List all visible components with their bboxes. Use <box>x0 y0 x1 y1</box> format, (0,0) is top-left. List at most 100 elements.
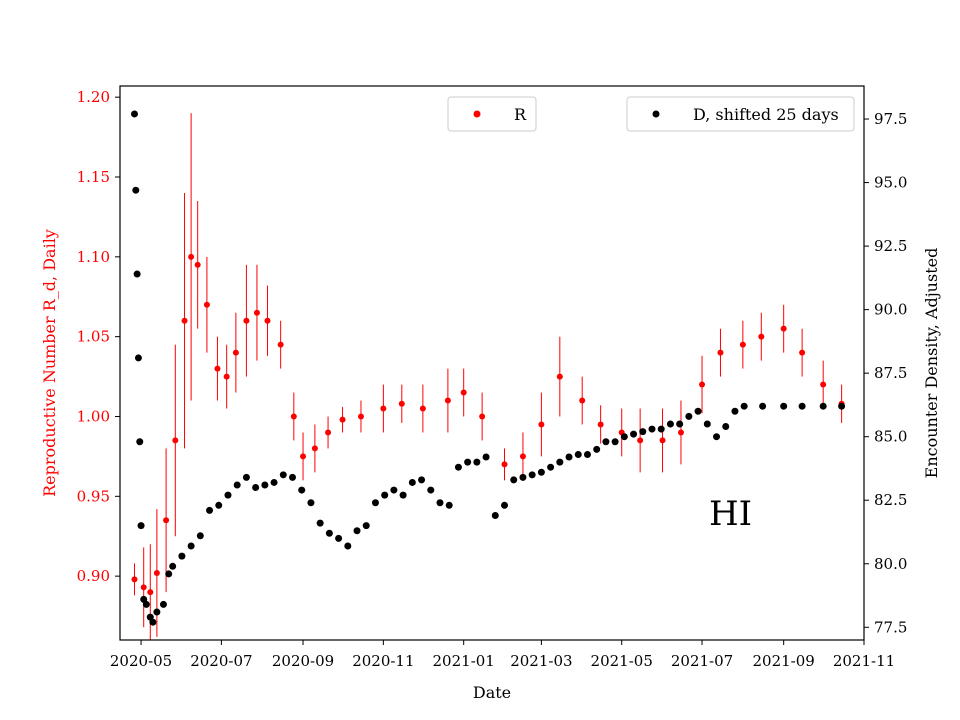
r-series-marks <box>131 113 845 640</box>
d-point <box>325 529 333 537</box>
d-point <box>657 425 665 433</box>
r-point <box>739 341 746 348</box>
r-point <box>223 373 230 380</box>
d-point <box>473 458 481 466</box>
d-point <box>149 618 157 626</box>
legend-d-marker <box>652 110 660 118</box>
left-y-axis: 0.90 0.95 1.00 1.05 1.10 1.15 1.20 <box>77 88 120 585</box>
r-point <box>290 413 297 420</box>
d-point <box>307 499 315 507</box>
plot-frame <box>119 85 865 641</box>
d-point <box>371 499 379 507</box>
r-point <box>232 349 239 356</box>
d-point <box>685 412 693 420</box>
x-tick-label: 2020-05 <box>110 652 172 670</box>
d-point <box>703 420 711 428</box>
x-axis-title: Date <box>473 683 511 702</box>
d-point <box>694 407 702 415</box>
d-point <box>482 453 490 461</box>
r-point <box>181 317 188 324</box>
left-y-tick-label: 1.05 <box>77 328 110 346</box>
r-point <box>659 437 666 444</box>
r-point <box>444 397 451 404</box>
r-point <box>311 445 318 452</box>
r-point <box>419 405 426 412</box>
d-point <box>344 542 352 550</box>
x-tick-label: 2021-03 <box>510 652 572 670</box>
d-point <box>838 402 846 410</box>
right-y-axis-title: Encounter Density, Adjusted <box>922 248 941 479</box>
d-series-marks <box>130 110 846 626</box>
d-point <box>537 468 545 476</box>
r-point <box>203 301 210 308</box>
d-point <box>335 534 343 542</box>
right-y-tick-label: 85.0 <box>874 428 907 446</box>
d-point <box>819 402 827 410</box>
left-y-axis-title: Reproductive Number R_d, Daily <box>40 229 59 497</box>
right-y-tick-label: 90.0 <box>874 301 907 319</box>
x-axis: 2020-05 2020-07 2020-09 2020-11 2021-01 2021-… <box>110 640 895 670</box>
d-point <box>418 476 426 484</box>
d-point <box>133 270 141 278</box>
r-point <box>131 576 138 583</box>
d-point <box>279 471 287 479</box>
r-point <box>717 349 724 356</box>
d-point <box>454 463 462 471</box>
d-point <box>798 402 806 410</box>
r-point <box>188 253 195 260</box>
r-point <box>460 389 467 396</box>
d-point <box>159 600 167 608</box>
d-point <box>445 501 453 509</box>
right-y-tick-label: 97.5 <box>874 110 907 128</box>
d-point <box>666 420 674 428</box>
d-point <box>316 519 324 527</box>
r-point <box>380 405 387 412</box>
r-point <box>519 453 526 460</box>
r-point <box>637 437 644 444</box>
r-point <box>140 584 147 591</box>
x-tick-label: 2021-07 <box>671 652 733 670</box>
r-point <box>339 416 346 423</box>
r-point <box>300 453 307 460</box>
d-point <box>178 552 186 560</box>
legend-d-box <box>626 96 855 132</box>
d-point <box>134 354 142 362</box>
left-y-tick-label: 1.20 <box>77 88 110 106</box>
right-y-tick-label: 95.0 <box>874 174 907 192</box>
legend-r-label: R <box>514 105 527 124</box>
right-y-tick-label: 92.5 <box>874 237 907 255</box>
left-y-tick-label: 1.15 <box>77 168 110 186</box>
r-point <box>253 309 260 316</box>
left-y-tick-label: 1.10 <box>77 248 110 266</box>
d-point <box>574 450 582 458</box>
d-point <box>390 486 398 494</box>
r-point <box>214 365 221 372</box>
legend-r: R <box>447 96 537 132</box>
d-point <box>759 402 767 410</box>
r-point <box>264 317 271 324</box>
d-point <box>136 438 144 446</box>
d-point <box>132 186 140 194</box>
r-point <box>538 421 545 428</box>
d-point <box>491 511 499 519</box>
state-annotation: HI <box>709 494 752 534</box>
d-point <box>298 486 306 494</box>
x-tick-label: 2020-07 <box>190 652 252 670</box>
d-point <box>583 450 591 458</box>
d-point <box>233 481 241 489</box>
d-point <box>353 527 361 535</box>
d-point <box>593 445 601 453</box>
d-point <box>169 562 177 570</box>
d-point <box>510 476 518 484</box>
d-point <box>780 402 788 410</box>
r-point <box>479 413 486 420</box>
r-point <box>597 421 604 428</box>
d-point <box>639 428 647 436</box>
r-point <box>277 341 284 348</box>
right-y-tick-label: 80.0 <box>874 555 907 573</box>
d-point <box>528 471 536 479</box>
right-y-tick-label: 77.5 <box>874 618 907 636</box>
right-y-axis: 77.5 80.0 82.5 85.0 87.5 90.0 92.5 95.0 97.5 <box>864 110 907 636</box>
d-point <box>427 486 435 494</box>
